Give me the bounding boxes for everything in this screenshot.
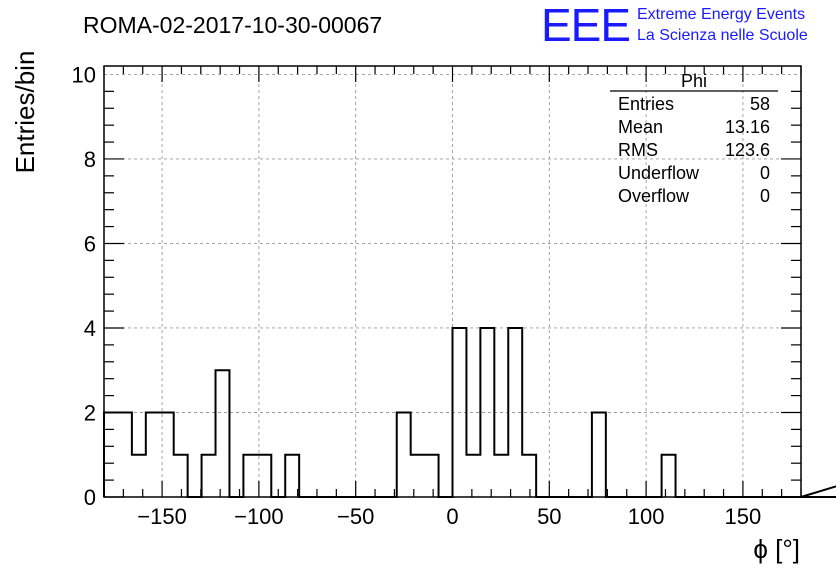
stats-row-label: RMS (618, 140, 658, 160)
x-axis-title: ϕ [°] (753, 534, 800, 564)
logo-mark: EEE (541, 0, 630, 51)
histogram-bar (425, 455, 439, 497)
y-axis-title: Entries/bin (10, 51, 40, 174)
y-tick-label: 6 (84, 231, 96, 256)
stats-row-value: 13.16 (725, 117, 770, 137)
histogram-bar (397, 412, 411, 497)
histogram-bar (243, 455, 257, 497)
stats-row-value: 123.6 (725, 140, 770, 160)
histogram-bar (592, 412, 606, 497)
x-tick-label: −150 (137, 504, 187, 529)
stats-title: Phi (681, 71, 707, 91)
logo-line-2: La Scienza nelle Scuole (637, 27, 808, 44)
x-tick-label: −100 (234, 504, 284, 529)
y-tick-label: 2 (84, 400, 96, 425)
logo-line-1: Extreme Energy Events (637, 6, 805, 23)
histogram-bar (494, 455, 508, 497)
stats-box: Phi Entries 58 Mean 13.16 RMS 123.6 Underflow 0… (610, 71, 778, 206)
stats-row-label: Overflow (618, 186, 690, 206)
histogram-bar (202, 455, 216, 497)
stats-row-label: Mean (618, 117, 663, 137)
y-tick-label: 10 (72, 62, 96, 87)
stats-row-label: Entries (618, 94, 674, 114)
histogram-outline (103, 326, 836, 498)
histogram-bars (103, 326, 836, 498)
histogram-bar (216, 370, 230, 497)
y-tick-label: 8 (84, 147, 96, 172)
histogram-bar (104, 412, 118, 497)
axes: −150 −100 −50 0 50 100 150 0 2 4 6 8 10 (72, 62, 802, 529)
histogram-bar (146, 412, 160, 497)
histogram-bar (662, 455, 676, 497)
x-tick-label: −50 (337, 504, 374, 529)
stats-row-label: Underflow (618, 163, 700, 183)
x-tick-label: 50 (537, 504, 561, 529)
eee-logo: EEE Extreme Energy Events La Scienza nel… (541, 0, 808, 51)
x-tick-label: 150 (725, 504, 762, 529)
histogram-bar (411, 455, 425, 497)
y-tick-label: 0 (84, 485, 96, 510)
histogram-bar (522, 455, 536, 497)
histogram-bar (466, 455, 480, 497)
chart-title: ROMA-02-2017-10-30-00067 (83, 12, 382, 38)
histogram-bar (132, 455, 146, 497)
x-tick-label: 100 (628, 504, 665, 529)
stats-row-value: 0 (760, 186, 770, 206)
stats-row-value: 58 (750, 94, 770, 114)
histogram-bar (118, 412, 132, 497)
stats-row-value: 0 (760, 163, 770, 183)
histogram-bar (174, 455, 188, 497)
x-tick-label: 0 (446, 504, 458, 529)
y-tick-label: 4 (84, 316, 96, 341)
